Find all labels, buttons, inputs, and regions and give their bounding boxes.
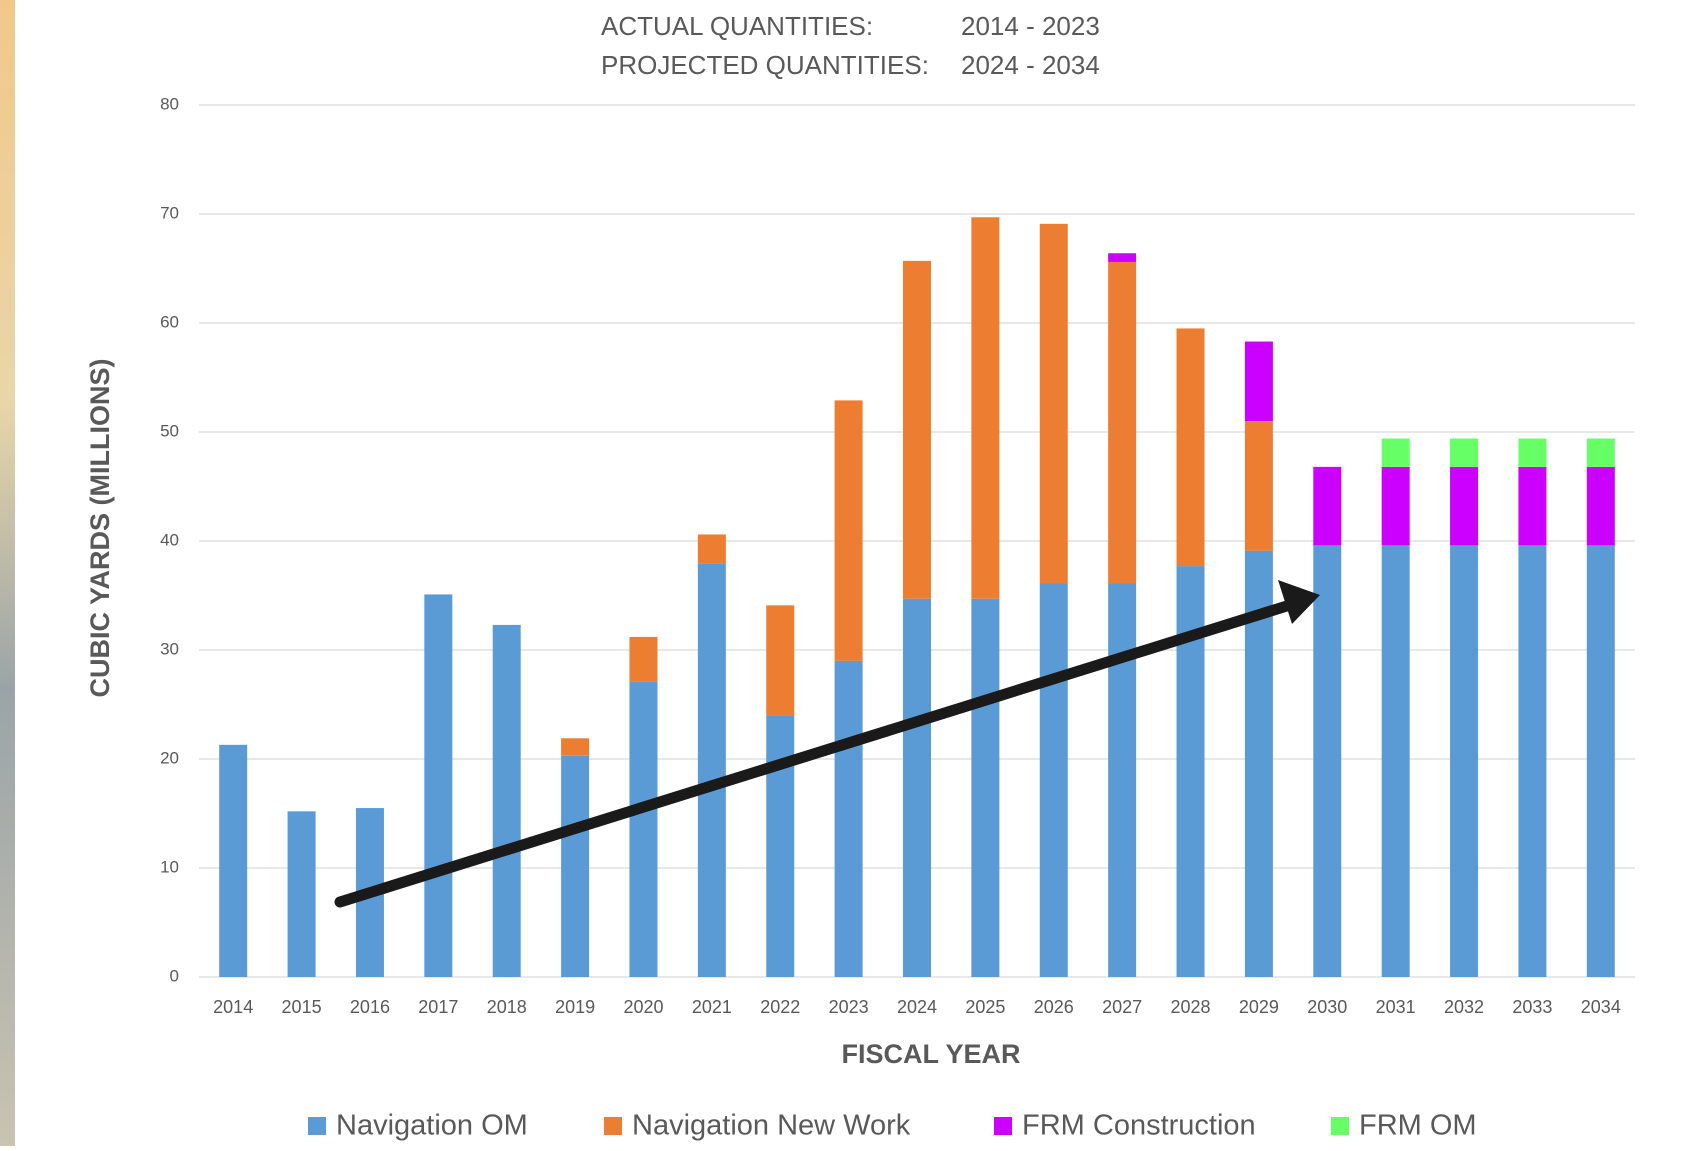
legend-swatch <box>994 1117 1012 1135</box>
bar-segment <box>1587 439 1615 467</box>
x-tick-label: 2023 <box>829 997 869 1017</box>
bar-segment <box>219 745 247 977</box>
y-tick-label: 50 <box>160 421 179 440</box>
legend-label: FRM Construction <box>1022 1110 1256 1142</box>
x-axis-title: FISCAL YEAR <box>841 1039 1020 1069</box>
x-tick-label: 2017 <box>418 997 458 1017</box>
x-tick-label: 2028 <box>1171 997 1211 1017</box>
bar-segment <box>1382 545 1410 977</box>
y-tick-label: 70 <box>160 203 179 222</box>
y-tick-label: 0 <box>170 966 179 985</box>
bar-segment <box>288 811 316 977</box>
x-tick-label: 2015 <box>282 997 322 1017</box>
bar-segment <box>903 261 931 599</box>
bar-segment <box>1245 342 1273 422</box>
bar-segment <box>698 534 726 563</box>
bar-segment <box>561 756 589 977</box>
header-range: 2024 - 2034 <box>961 50 1100 80</box>
bar-segment <box>1313 545 1341 977</box>
bar-segment <box>1040 584 1068 977</box>
bar-segment <box>1518 467 1546 545</box>
bar-segment <box>698 564 726 977</box>
page: ACTUAL QUANTITIES: 2014 - 2023 PROJECTED… <box>0 0 1690 1146</box>
y-tick-label: 20 <box>160 748 179 767</box>
x-tick-label: 2029 <box>1239 997 1279 1017</box>
bar-segment <box>971 217 999 599</box>
bar-segment <box>1587 545 1615 977</box>
bar-segment <box>835 661 863 977</box>
bar-segment <box>1450 545 1478 977</box>
trend-arrow <box>340 580 1320 902</box>
y-tick-label: 10 <box>160 857 179 876</box>
x-tick-label: 2030 <box>1307 997 1347 1017</box>
x-tick-label: 2018 <box>487 997 527 1017</box>
legend-swatch <box>308 1117 326 1135</box>
x-tick-label: 2020 <box>623 997 663 1017</box>
bar-segment <box>766 605 794 715</box>
x-tick-label: 2032 <box>1444 997 1484 1017</box>
bar-segment <box>629 637 657 682</box>
bar-segment <box>561 738 589 755</box>
y-axis-title: CUBIC YARDS (MILLIONS) <box>85 358 115 697</box>
x-tick-label: 2025 <box>965 997 1005 1017</box>
bar-segment <box>1313 467 1341 545</box>
bar-segment <box>1450 467 1478 545</box>
bar-segment <box>1587 467 1615 545</box>
bar-segment <box>424 594 452 977</box>
chart: ACTUAL QUANTITIES: 2014 - 2023 PROJECTED… <box>0 0 1690 1146</box>
x-tick-label: 2019 <box>555 997 595 1017</box>
bar-segment <box>835 400 863 661</box>
bar-segment <box>1518 545 1546 977</box>
y-tick-label: 80 <box>160 94 179 113</box>
legend-label: Navigation OM <box>336 1110 528 1142</box>
x-tick-label: 2022 <box>760 997 800 1017</box>
bar-segment <box>1382 439 1410 467</box>
x-tick-label: 2021 <box>692 997 732 1017</box>
bar-segment <box>1108 253 1136 262</box>
x-tick-label: 2027 <box>1102 997 1142 1017</box>
bar-segment <box>629 682 657 977</box>
bar-segment <box>1518 439 1546 467</box>
y-tick-label: 30 <box>160 639 179 658</box>
bar-segment <box>1108 584 1136 977</box>
x-tick-label: 2033 <box>1512 997 1552 1017</box>
legend-label: Navigation New Work <box>632 1110 911 1142</box>
legend-swatch <box>604 1117 622 1135</box>
header-label: PROJECTED QUANTITIES: <box>601 50 929 80</box>
bar-segment <box>971 599 999 977</box>
background-strip <box>0 0 15 1146</box>
bar-segment <box>1382 467 1410 545</box>
bar-segment <box>1177 328 1205 566</box>
bar-segment <box>1108 262 1136 584</box>
header-label: ACTUAL QUANTITIES: <box>601 11 873 41</box>
y-tick-label: 60 <box>160 312 179 331</box>
header-range: 2014 - 2023 <box>961 11 1100 41</box>
bar-segment <box>903 599 931 977</box>
x-tick-label: 2026 <box>1034 997 1074 1017</box>
x-tick-label: 2016 <box>350 997 390 1017</box>
y-tick-label: 40 <box>160 530 179 549</box>
bar-segment <box>1245 421 1273 551</box>
x-tick-label: 2031 <box>1376 997 1416 1017</box>
legend-label: FRM OM <box>1359 1110 1477 1142</box>
x-tick-label: 2034 <box>1581 997 1621 1017</box>
x-tick-label: 2014 <box>213 997 253 1017</box>
x-tick-label: 2024 <box>897 997 937 1017</box>
legend-swatch <box>1331 1117 1349 1135</box>
bar-segment <box>1450 439 1478 467</box>
bar-segment <box>766 715 794 977</box>
bar-segment <box>1040 224 1068 584</box>
bar-segment <box>493 625 521 977</box>
